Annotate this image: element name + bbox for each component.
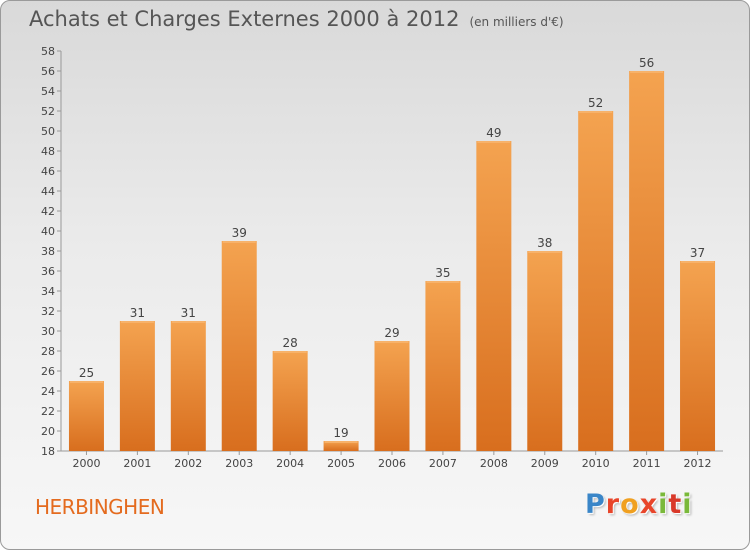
x-tick-label: 2012 — [684, 457, 712, 470]
x-tick-label: 2008 — [480, 457, 508, 470]
x-tick-label: 2010 — [582, 457, 610, 470]
y-tick-label: 30 — [41, 325, 55, 338]
bar — [272, 351, 308, 451]
y-tick-label: 56 — [41, 65, 55, 78]
bar-value-label: 37 — [690, 246, 705, 260]
bar-highlight — [171, 321, 205, 323]
bar-value-label: 52 — [588, 96, 603, 110]
bar — [425, 281, 461, 451]
bar-value-label: 56 — [639, 56, 654, 70]
bar-highlight — [630, 71, 664, 73]
x-tick-label: 2004 — [276, 457, 304, 470]
bar-value-label: 38 — [537, 236, 552, 250]
y-tick-label: 54 — [41, 85, 55, 98]
bar-highlight — [426, 281, 460, 283]
chart-unit-label: (en milliers d'€) — [469, 15, 564, 29]
y-tick-label: 26 — [41, 365, 55, 378]
commune-name: HERBINGHEN — [35, 495, 165, 519]
y-tick-label: 38 — [41, 245, 55, 258]
y-tick-label: 24 — [41, 385, 55, 398]
bar — [680, 261, 716, 451]
chart-bars: 25 31 31 39 28 19 29 35 49 38 52 56 37 — [68, 56, 716, 451]
bar-value-label: 39 — [232, 226, 247, 240]
bar — [221, 241, 257, 451]
bar-highlight — [681, 261, 715, 263]
bar-value-label: 31 — [130, 306, 145, 320]
bar — [629, 71, 665, 451]
bar — [170, 321, 206, 451]
x-tick-label: 2001 — [123, 457, 151, 470]
y-tick-label: 44 — [41, 185, 55, 198]
bar-value-label: 35 — [435, 266, 450, 280]
y-tick-label: 40 — [41, 225, 55, 238]
y-tick-label: 22 — [41, 405, 55, 418]
y-tick-label: 48 — [41, 145, 55, 158]
bar — [323, 441, 359, 451]
bar-value-label: 28 — [283, 336, 298, 350]
y-tick-label: 58 — [41, 45, 55, 58]
proxiti-logo: Proxiti — [585, 489, 693, 520]
bar — [476, 141, 512, 451]
y-tick-label: 32 — [41, 305, 55, 318]
bar — [527, 251, 563, 451]
bar-highlight — [528, 251, 562, 253]
y-tick-label: 46 — [41, 165, 55, 178]
bar-highlight — [375, 341, 409, 343]
bar-highlight — [120, 321, 154, 323]
y-tick-label: 18 — [41, 445, 55, 458]
x-tick-label: 2002 — [174, 457, 202, 470]
y-tick-label: 36 — [41, 265, 55, 278]
x-tick-label: 2005 — [327, 457, 355, 470]
bar-value-label: 31 — [181, 306, 196, 320]
bar-value-label: 19 — [333, 426, 348, 440]
chart-title-text: Achats et Charges Externes 2000 à 2012 — [29, 7, 460, 31]
bar-value-label: 25 — [79, 366, 94, 380]
y-tick-label: 52 — [41, 105, 55, 118]
x-tick-label: 2006 — [378, 457, 406, 470]
x-tick-label: 2011 — [633, 457, 661, 470]
bar — [578, 111, 614, 451]
chart-axes: 18 20 22 24 26 28 30 32 34 36 38 40 42 44 46 48 50 52 54 56… — [41, 45, 723, 470]
y-tick-label: 28 — [41, 345, 55, 358]
bar-highlight — [222, 241, 256, 243]
y-tick-label: 42 — [41, 205, 55, 218]
bar-highlight — [273, 351, 307, 353]
x-tick-label: 2007 — [429, 457, 457, 470]
bar-highlight — [324, 441, 358, 443]
bar — [119, 321, 155, 451]
bar-highlight — [69, 381, 103, 383]
y-tick-label: 50 — [41, 125, 55, 138]
y-tick-label: 20 — [41, 425, 55, 438]
x-tick-label: 2003 — [225, 457, 253, 470]
bar-highlight — [579, 111, 613, 113]
bar — [68, 381, 104, 451]
bar-highlight — [477, 141, 511, 143]
x-tick-label: 2000 — [72, 457, 100, 470]
x-tick-label: 2009 — [531, 457, 559, 470]
bar-value-label: 29 — [384, 326, 399, 340]
bar — [374, 341, 410, 451]
chart-title: Achats et Charges Externes 2000 à 2012 (e… — [29, 7, 564, 31]
bar-value-label: 49 — [486, 126, 501, 140]
y-tick-label: 34 — [41, 285, 55, 298]
